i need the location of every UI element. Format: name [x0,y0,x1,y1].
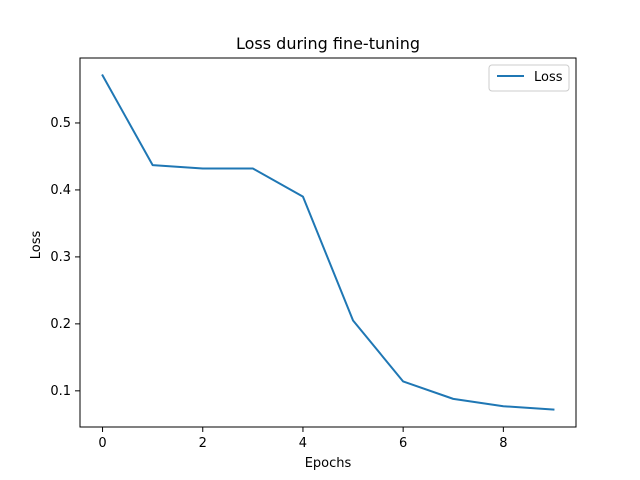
y-tick-label: 0.5 [50,116,71,131]
x-tick-label: 4 [299,436,307,451]
x-tick-label: 0 [98,436,106,451]
y-axis-label: Loss [29,231,44,260]
x-axis-label: Epochs [305,456,352,471]
x-tick-label: 8 [499,436,507,451]
y-tick-label: 0.4 [50,183,71,198]
legend-box [488,64,570,92]
y-tick-label: 0.3 [50,250,71,265]
x-axis-ticks: 0 2 4 6 8 [98,427,507,451]
x-tick-label: 6 [399,436,407,451]
x-tick-label: 2 [199,436,207,451]
legend-label-loss: Loss [534,70,563,85]
y-axis-ticks: 0.1 0.2 0.3 0.4 0.5 [50,116,80,399]
legend: Loss [488,64,570,92]
y-tick-label: 0.1 [50,384,71,399]
y-tick-label: 0.2 [50,317,71,332]
chart-title: Loss during fine-tuning [236,34,420,53]
series-line-loss [101,74,555,411]
series-layer [101,74,555,411]
plot-frame [79,57,577,428]
